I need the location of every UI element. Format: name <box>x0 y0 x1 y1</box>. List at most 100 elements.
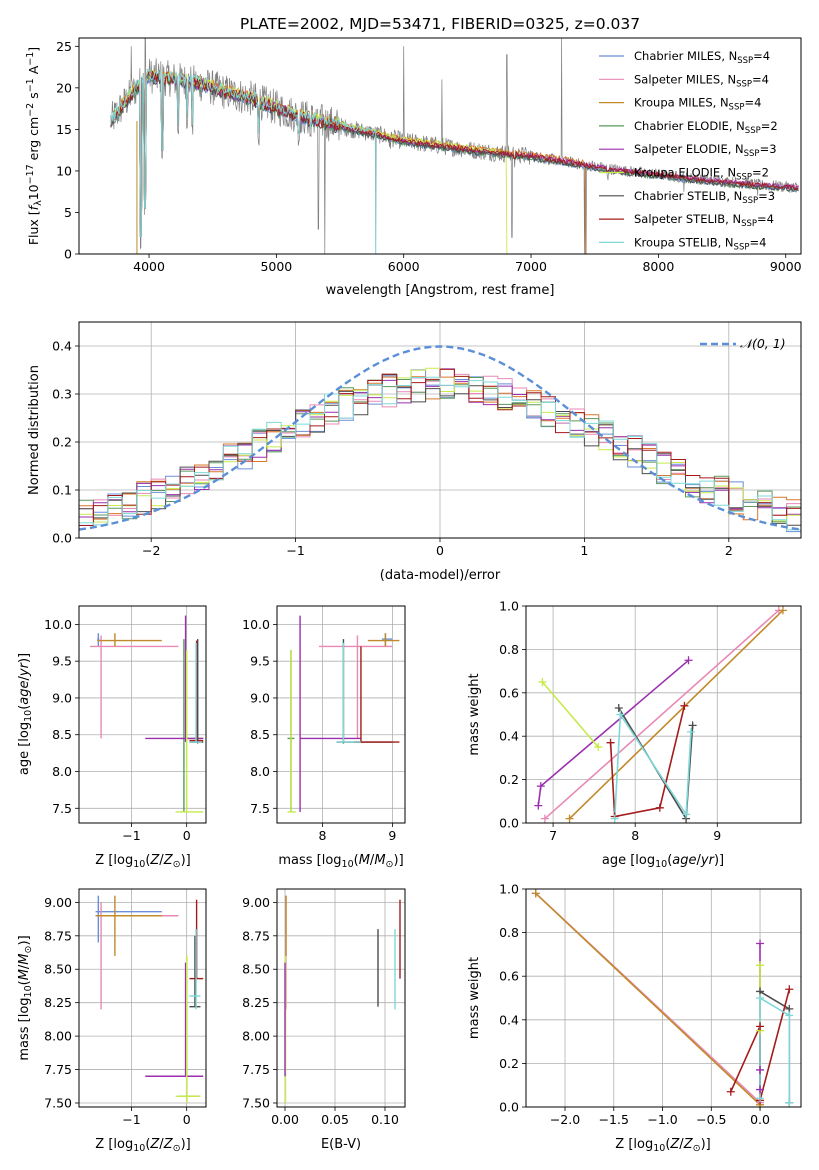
weight-marker <box>606 738 615 747</box>
y-tick-label: 9.5 <box>250 654 270 669</box>
weight-marker <box>756 994 765 1002</box>
y-axis-label: age [log10(age/yr)] <box>17 653 34 775</box>
y-tick-label: 10.0 <box>44 617 72 632</box>
y-tick-label: 0.3 <box>52 387 72 402</box>
legend-entry: Salpeter MILES, NSSP=4 <box>634 72 769 89</box>
weight-marker <box>726 1087 735 1096</box>
y-tick-label: 5 <box>64 205 72 220</box>
errorbar-point <box>90 635 179 739</box>
x-tick-label: 0.00 <box>271 1112 299 1127</box>
weight-marker <box>565 814 574 823</box>
x-tick-label: 2 <box>725 543 733 558</box>
errorbar-point <box>299 615 361 812</box>
x-tick-label: 0 <box>183 1112 191 1127</box>
weight-marker <box>531 889 540 898</box>
y-tick-label: 8.50 <box>44 962 72 977</box>
y-tick-label: 0.2 <box>52 435 72 450</box>
figure-title: PLATE=2002, MJD=53471, FIBERID=0325, z=0… <box>240 15 640 33</box>
y-tick-label: 7.75 <box>242 1062 270 1077</box>
weight-marker <box>538 677 547 686</box>
plot-area <box>110 38 799 254</box>
plot-area <box>535 892 791 1106</box>
x-tick-label: −2 <box>142 543 160 558</box>
x-tick-label: 0.0 <box>750 1112 770 1127</box>
x-axis-label: E(B-V) <box>321 1137 361 1152</box>
weight-series-line <box>535 892 761 1106</box>
errorbar-point <box>145 962 204 1077</box>
errorbar-point <box>95 895 162 956</box>
weight-marker <box>756 1085 765 1094</box>
axes-frame <box>525 605 802 824</box>
grid <box>79 322 801 539</box>
observed-spectrum-line <box>110 38 799 254</box>
y-axis-label: mass weight <box>467 957 482 1039</box>
x-tick-label: −1 <box>122 828 140 843</box>
y-tick-label: 7.5 <box>250 801 270 816</box>
x-tick-label: −1.0 <box>647 1112 677 1127</box>
model-spectrum-line <box>110 71 799 238</box>
frame-and-ticks: −2 −1 0 1 2 0.0 0.1 0.2 0.3 0.4 <box>52 321 802 558</box>
weight-marker <box>785 1098 794 1107</box>
weight-marker <box>756 1022 765 1031</box>
x-tick-label: 0 <box>436 543 444 558</box>
errorbar-point <box>381 633 393 647</box>
x-axis-label: Z [log10(Z/Z⊙)] <box>615 1137 710 1154</box>
weight-series-line <box>618 707 694 822</box>
y-tick-label: 9.00 <box>44 895 72 910</box>
y-tick-label: 7.50 <box>242 1095 270 1110</box>
weight-marker <box>655 803 664 812</box>
weight-marker <box>756 961 765 970</box>
weight-marker <box>594 743 603 752</box>
y-tick-label: 0.8 <box>499 925 519 940</box>
model-spectrum-line <box>110 69 799 238</box>
weight-marker <box>534 801 543 810</box>
frame-and-ticks: 0.00 0.05 0.10 7.50 7.75 8.00 8.25 8.50 8.75 9.00 <box>242 888 406 1127</box>
weight-marker <box>687 727 695 736</box>
errorbar-point <box>95 902 179 1010</box>
frame-and-ticks: −1 0 7.50 7.75 8.00 8.25 8.50 8.75 9.00 <box>44 888 207 1127</box>
y-tick-label: 8.00 <box>44 1029 72 1044</box>
weight_vs_Z-panel <box>526 888 801 1108</box>
weight-series-line <box>613 712 692 819</box>
errorbar-point <box>336 642 361 743</box>
legend-entry: Salpeter ELODIE, NSSP=3 <box>634 142 777 159</box>
y-tick-label: 0.8 <box>499 642 519 657</box>
x-tick-label: 8 <box>631 828 639 843</box>
weight-marker <box>785 1011 794 1020</box>
weight-marker <box>680 701 689 710</box>
x-tick-label: −1.5 <box>599 1112 629 1127</box>
age_vs_Z-panel <box>79 606 206 823</box>
y-axis-label: mass [log10(M/M⊙)] <box>17 935 34 1060</box>
legend-entry: Chabrier STELIB, NSSP=3 <box>634 189 775 206</box>
weight-marker <box>756 1065 765 1074</box>
x-tick-label: 0.10 <box>371 1112 399 1127</box>
histogram-series <box>79 376 801 531</box>
model-spectrum-line <box>110 68 508 254</box>
legend-entry: Salpeter STELIB, NSSP=4 <box>634 212 774 229</box>
y-tick-label: 0.1 <box>52 483 72 498</box>
y-axis-label: Normed distribution <box>27 365 42 495</box>
legend-entry: Kroupa ELODIE, NSSP=2 <box>634 166 769 183</box>
weight-series-line <box>541 681 599 748</box>
y-tick-label: 8.5 <box>250 727 270 742</box>
y-tick-label: 10 <box>56 163 72 178</box>
y-tick-label: 15 <box>56 122 72 137</box>
y-tick-label: 0.0 <box>52 531 72 546</box>
y-tick-label: 8.25 <box>44 995 72 1010</box>
x-axis-label: age [log10(age/yr)] <box>602 853 724 870</box>
y-tick-label: 1.0 <box>499 599 519 614</box>
errorbar-point <box>189 935 201 1008</box>
axes-frame <box>78 605 207 824</box>
y-tick-label: 7.5 <box>52 801 72 816</box>
y-tick-label: 8.0 <box>52 764 72 779</box>
errorbar-point <box>336 639 393 744</box>
plot-area <box>537 609 784 822</box>
x-axis-label: mass [log10(M/M⊙)] <box>278 853 403 870</box>
errorbar-point <box>181 639 204 812</box>
x-tick-label: 8 <box>318 828 326 843</box>
y-tick-label: 0.6 <box>499 969 519 984</box>
x-tick-label: −0.5 <box>696 1112 726 1127</box>
grid <box>526 888 801 1108</box>
weight-marker <box>536 782 545 791</box>
y-tick-label: 0.0 <box>499 816 519 831</box>
